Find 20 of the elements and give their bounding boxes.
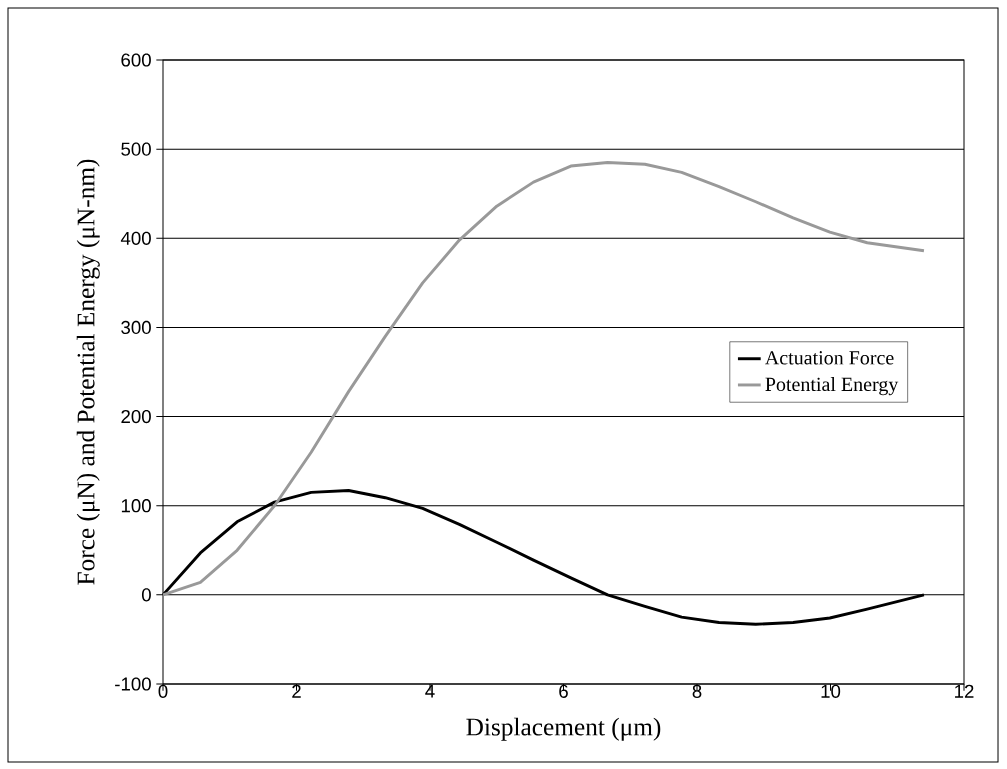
x-tick-label: 8 [692,684,702,698]
y-tick-label: 0 [141,588,151,602]
y-tick-label: 500 [121,142,151,156]
x-tick-label: 2 [292,684,301,698]
y-tick-label: 600 [121,53,151,67]
y-tick-label: 400 [120,231,151,245]
legend-label: Actuation Force [765,351,894,365]
y-tick-label: -100 [115,677,151,691]
x-tick-label: 6 [559,684,568,698]
x-tick-label: 10 [821,684,841,698]
y-tick-label: 300 [121,320,151,335]
line-series [161,161,926,597]
y-tick-label: 200 [121,409,151,424]
x-tick-label: 4 [425,684,435,698]
y-tick-label: 100 [121,499,151,513]
x-tick-label: 12 [955,684,974,698]
legend-label: Potential Energy [765,377,899,396]
y-axis-title: Force (μN) and Potential Energy (μN-nm) [76,159,100,585]
x-tick-label: 0 [158,684,168,698]
x-axis-title: Displacement (μm) [466,717,661,741]
